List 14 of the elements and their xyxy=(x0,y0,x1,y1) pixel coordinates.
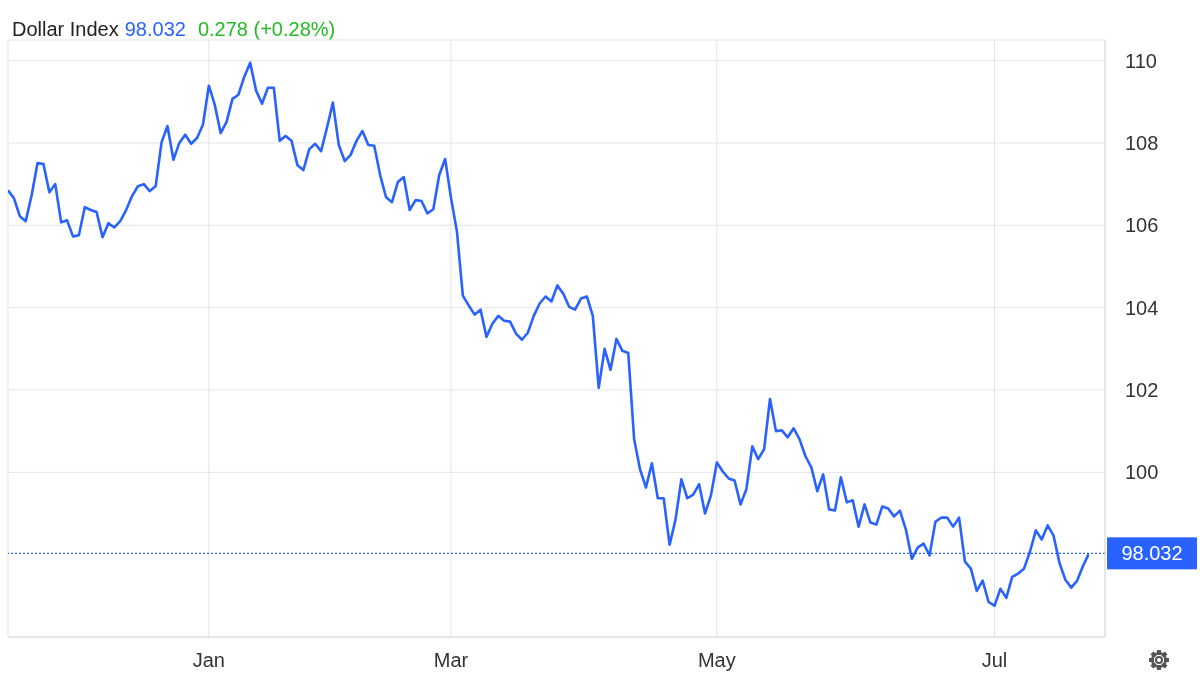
y-tick-label: 110 xyxy=(1125,49,1157,72)
y-tick-label: 100 xyxy=(1125,461,1159,484)
ref-line-label: 98.032 xyxy=(1121,542,1183,565)
y-tick-label: 104 xyxy=(1125,296,1159,319)
y-tick-label: 106 xyxy=(1125,214,1159,237)
chart-title: Dollar Index xyxy=(12,18,119,40)
x-tick-label: Mar xyxy=(433,649,469,672)
x-tick-label: May xyxy=(697,649,736,672)
x-tick-label: Jul xyxy=(981,649,1008,672)
text: 0.278 (+0.28%) xyxy=(197,18,336,40)
y-tick-label: 108 xyxy=(1125,132,1159,155)
chart-subtitle: 98.032 xyxy=(124,18,186,40)
y-tick-label: 102 xyxy=(1125,379,1159,402)
x-tick-label: Jan xyxy=(192,649,225,672)
